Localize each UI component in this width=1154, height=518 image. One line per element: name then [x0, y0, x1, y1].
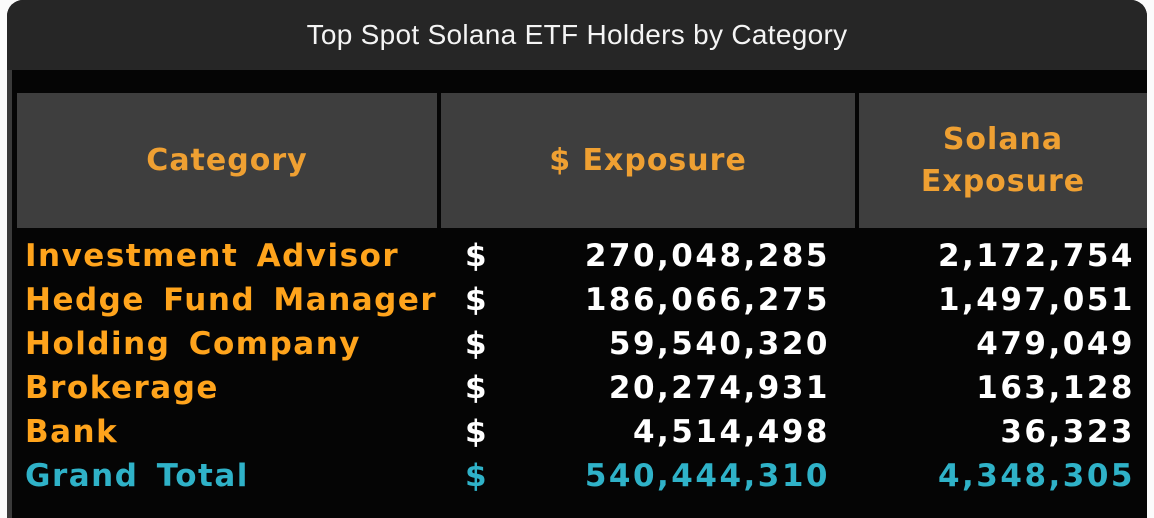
usd-exposure-value: 540,444,310 — [584, 458, 830, 494]
category-cell: Investment Advisor — [25, 238, 400, 274]
usd-exposure-value: 59,540,320 — [608, 326, 830, 362]
category-cell: Holding Company — [25, 326, 361, 362]
usd-exposure-value: 20,274,931 — [608, 370, 830, 406]
solana-exposure-value: 2,172,754 — [937, 238, 1135, 274]
dollar-sign: $ — [465, 370, 489, 406]
table-row: Bank $ 4,514,498 36,323 — [17, 410, 1147, 454]
column-header-usd-exposure: $ Exposure — [441, 93, 855, 228]
page-title: Top Spot Solana ETF Holders by Category — [306, 19, 848, 50]
table-row: Investment Advisor $ 270,048,285 2,172,7… — [17, 234, 1147, 278]
usd-exposure-cell: $ 540,444,310 — [441, 458, 855, 494]
column-header-category: Category — [17, 93, 437, 228]
dollar-sign: $ — [465, 238, 489, 274]
dollar-sign: $ — [465, 326, 489, 362]
usd-exposure-cell: $ 186,066,275 — [441, 282, 855, 318]
category-cell: Hedge Fund Manager — [25, 282, 438, 318]
category-cell: Grand Total — [25, 458, 249, 494]
table-body: Investment Advisor $ 270,048,285 2,172,7… — [17, 234, 1147, 498]
solana-exposure-value: 36,323 — [1000, 414, 1135, 450]
usd-exposure-cell: $ 59,540,320 — [441, 326, 855, 362]
column-header-solana-exposure: Solana Exposure — [859, 93, 1147, 228]
usd-exposure-value: 4,514,498 — [632, 414, 830, 450]
solana-exposure-value: 4,348,305 — [937, 458, 1135, 494]
table-card: Top Spot Solana ETF Holders by Category … — [7, 0, 1147, 518]
category-cell: Brokerage — [25, 370, 219, 406]
dollar-sign: $ — [465, 414, 489, 450]
solana-exposure-value: 1,497,051 — [937, 282, 1135, 318]
usd-exposure-cell: $ 20,274,931 — [441, 370, 855, 406]
dollar-sign: $ — [465, 458, 489, 494]
usd-exposure-cell: $ 270,048,285 — [441, 238, 855, 274]
table-area: Category $ Exposure Solana Exposure Inve… — [7, 70, 1147, 518]
category-cell: Bank — [25, 414, 119, 450]
table-header-row: Category $ Exposure Solana Exposure — [17, 93, 1147, 228]
usd-exposure-value: 270,048,285 — [584, 238, 830, 274]
table-row: Hedge Fund Manager $ 186,066,275 1,497,0… — [17, 278, 1147, 322]
solana-exposure-value: 163,128 — [976, 370, 1135, 406]
table-row: Grand Total $ 540,444,310 4,348,305 — [17, 454, 1147, 498]
usd-exposure-cell: $ 4,514,498 — [441, 414, 855, 450]
title-band: Top Spot Solana ETF Holders by Category — [7, 0, 1147, 70]
solana-exposure-value: 479,049 — [976, 326, 1135, 362]
usd-exposure-value: 186,066,275 — [584, 282, 830, 318]
table-row: Brokerage $ 20,274,931 163,128 — [17, 366, 1147, 410]
table-row: Holding Company $ 59,540,320 479,049 — [17, 322, 1147, 366]
dollar-sign: $ — [465, 282, 489, 318]
